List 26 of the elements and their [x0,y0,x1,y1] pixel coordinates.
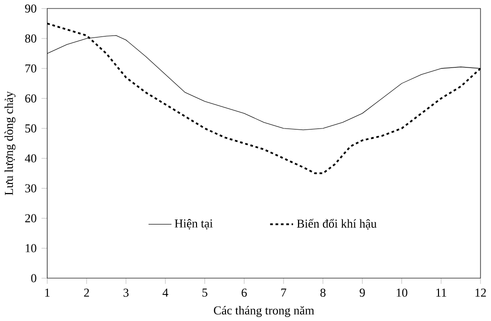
x-tick-label: 12 [476,288,486,296]
x-tick-label: 1 [45,288,50,296]
y-tick-label: 90 [25,4,36,12]
x-tick-label: 4 [162,288,168,296]
x-tick-label: 3 [124,288,129,297]
y-tick-label: 50 [25,124,36,132]
y-tick-label: 70 [25,64,36,72]
legend-label: Biến đổi khí hậu [296,218,377,230]
y-tick-label: 30 [25,184,36,192]
legend-label: Hiện tại [174,218,213,230]
y-tick-label: 0 [31,274,36,282]
y-tick-label: 40 [24,154,36,162]
x-tick-label: 6 [242,288,247,297]
x-tick-label: 8 [320,288,326,297]
x-tick-label: 5 [202,288,208,296]
x-axis-title: Các tháng trong năm [214,306,314,317]
y-tick-label: 10 [26,244,36,252]
y-tick-label: 20 [25,214,36,222]
x-tick-label: 7 [281,288,286,296]
y-tick-label: 60 [25,94,36,102]
x-tick-label: 2 [84,288,89,296]
x-tick-label: 10 [396,288,408,297]
y-tick-label: 80 [25,34,36,42]
y-axis-title: Lưu lượng dòng chảy [4,91,16,195]
x-tick-label: 11 [436,288,446,296]
x-tick-label: 9 [360,288,365,297]
